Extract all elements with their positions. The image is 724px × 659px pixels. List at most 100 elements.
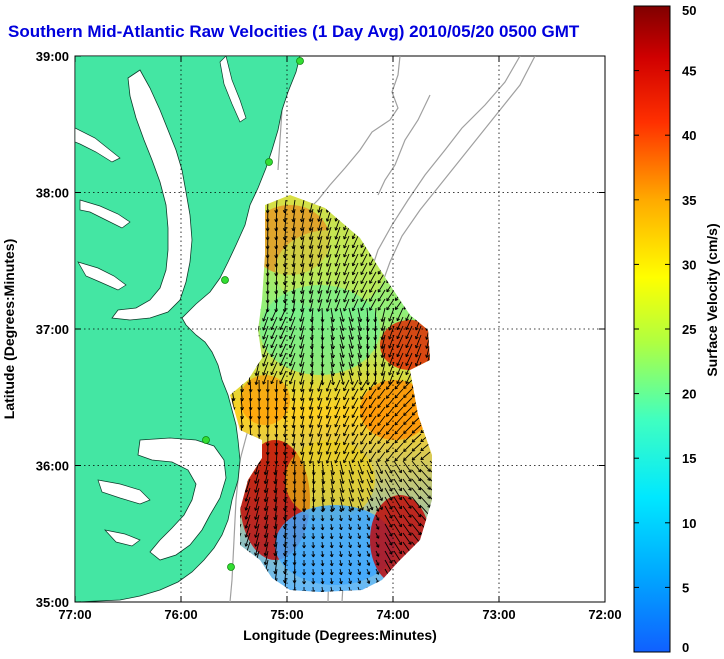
velocity-arrow [402,496,412,509]
velocity-arrow [339,307,344,322]
velocity-arrow [292,379,296,392]
velocity-arrow [415,343,422,358]
velocity-arrow [396,307,404,321]
velocity-arrow [275,415,278,429]
velocity-arrow [312,460,315,475]
velocity-arrow [396,316,404,330]
velocity-arrow [343,406,350,419]
velocity-arrow [326,217,332,231]
velocity-arrow [352,235,359,249]
velocity-arrow [375,496,383,510]
velocity-arrow [388,334,395,349]
velocity-arrow [411,442,422,452]
velocity-arrow [309,415,314,428]
velocity-arrow [309,280,314,294]
velocity-arrow [245,496,251,511]
velocity-arrow [245,523,251,538]
velocity-arrow [374,316,377,331]
velocity-arrow [339,343,344,358]
velocity-arrow [348,577,352,584]
velocity-arrow [275,262,278,276]
velocity-arrow [360,253,368,266]
velocity-arrow [377,379,386,390]
velocity-arrow [289,370,296,385]
velocity-arrow [339,469,344,484]
velocity-arrow [357,523,361,530]
velocity-arrow [403,379,413,389]
velocity-arrow [301,415,305,428]
velocity-arrow [284,478,287,493]
velocity-arrow [264,460,269,475]
velocity-arrow [312,487,315,502]
velocity-arrow [377,397,386,408]
velocity-arrow [393,541,402,555]
velocity-arrow [384,460,393,474]
velocity-arrow [343,289,350,303]
velocity-arrow [321,559,324,567]
velocity-arrow [334,379,341,392]
velocity-arrow [334,388,341,401]
velocity-arrow [262,325,269,340]
colorbar-tick-label: 25 [682,322,696,337]
velocity-arrow [330,352,334,367]
velocity-arrow [284,523,287,538]
velocity-arrow [317,406,323,419]
velocity-arrow [300,316,305,331]
velocity-arrow [339,514,342,521]
velocity-arrow [384,550,393,564]
velocity-arrow [301,244,305,258]
velocity-arrow [292,289,296,303]
velocity-arrow [343,442,350,455]
velocity-arrow [245,514,251,529]
velocity-arrow [275,208,278,222]
velocity-arrow [384,541,393,555]
velocity-arrow [318,271,323,285]
velocity-arrow [343,280,350,294]
velocity-arrow [334,415,341,428]
velocity-arrow [284,568,287,583]
colorbar-tick-label: 35 [682,193,696,208]
velocity-arrow [309,217,314,231]
velocity-arrow [284,487,287,502]
velocity-arrow [317,424,323,437]
velocity-arrow [360,280,368,293]
velocity-arrow [405,343,413,357]
velocity-arrow [366,514,370,521]
velocity-arrow [411,451,422,461]
velocity-arrow [393,487,402,501]
velocity-arrow [403,415,413,425]
velocity-arrow [377,406,386,417]
velocity-arrow [377,289,386,302]
velocity-arrow [262,352,269,367]
velocity-arrow [245,487,251,502]
velocity-arrow [284,406,287,419]
velocity-arrow [309,442,314,455]
velocity-arrow [357,487,364,502]
velocity-arrow [388,307,395,322]
velocity-arrow [326,379,332,392]
velocity-arrow [292,271,296,285]
velocity-arrow [326,442,332,455]
velocity-arrow [420,460,431,472]
velocity-arrow [275,379,278,393]
velocity-arrow [274,505,278,520]
velocity-arrow [348,541,352,548]
velocity-arrow [330,523,333,530]
velocity-arrow [357,496,364,511]
velocity-arrow [429,496,432,508]
velocity-arrow [405,334,413,348]
velocity-arrow [374,307,377,322]
velocity-arrow [284,289,287,303]
velocity-arrow [396,343,404,357]
velocity-arrow [429,478,432,490]
velocity-arrow [348,325,353,340]
velocity-arrow [275,442,278,456]
velocity-arrow [317,433,323,446]
velocity-arrow [360,406,368,418]
velocity-arrow [366,559,370,566]
velocity-arrow [312,478,315,493]
velocity-arrow [386,442,395,453]
velocity-arrow [375,505,380,512]
velocity-arrow [274,559,278,574]
velocity-arrow [330,343,334,358]
